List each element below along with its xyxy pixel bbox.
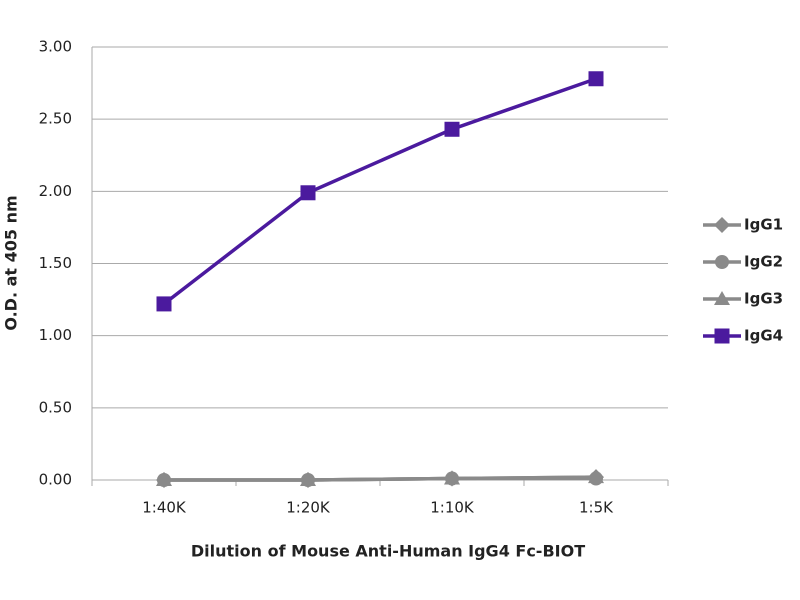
data-point <box>444 121 460 137</box>
legend-marker <box>714 217 730 233</box>
y-tick-label: 0.00 <box>39 471 72 489</box>
series-line <box>162 77 597 306</box>
legend-label: IgG1 <box>744 216 783 234</box>
legend-label: IgG2 <box>744 253 783 271</box>
x-axis-title: Dilution of Mouse Anti-Human IgG4 Fc-BIO… <box>191 542 585 561</box>
y-tick-label: 2.00 <box>39 182 72 200</box>
y-tick-label: 1.50 <box>39 254 72 272</box>
y-axis-title: O.D. at 405 nm <box>2 195 21 330</box>
x-tick-label: 1:20K <box>286 499 331 517</box>
y-tick-label: 2.50 <box>39 110 72 128</box>
x-tick-label: 1:40K <box>142 499 187 517</box>
legend-marker <box>714 291 730 305</box>
y-tick-label: 0.50 <box>39 398 72 416</box>
y-tick-label: 1.00 <box>39 326 72 344</box>
series-line <box>164 475 597 482</box>
legend-label: IgG4 <box>744 327 783 345</box>
data-point <box>156 296 172 312</box>
data-point <box>300 472 316 486</box>
data-point <box>588 469 604 484</box>
y-tick-label: 3.00 <box>39 38 72 56</box>
legend-label: IgG3 <box>744 290 783 308</box>
legend-marker <box>714 328 730 344</box>
data-point <box>300 185 316 201</box>
x-tick-label: 1:5K <box>579 499 614 517</box>
data-point <box>156 472 172 486</box>
data-point <box>444 470 460 485</box>
data-point <box>588 71 604 87</box>
x-tick-label: 1:10K <box>430 499 475 517</box>
legend-marker <box>715 255 729 269</box>
